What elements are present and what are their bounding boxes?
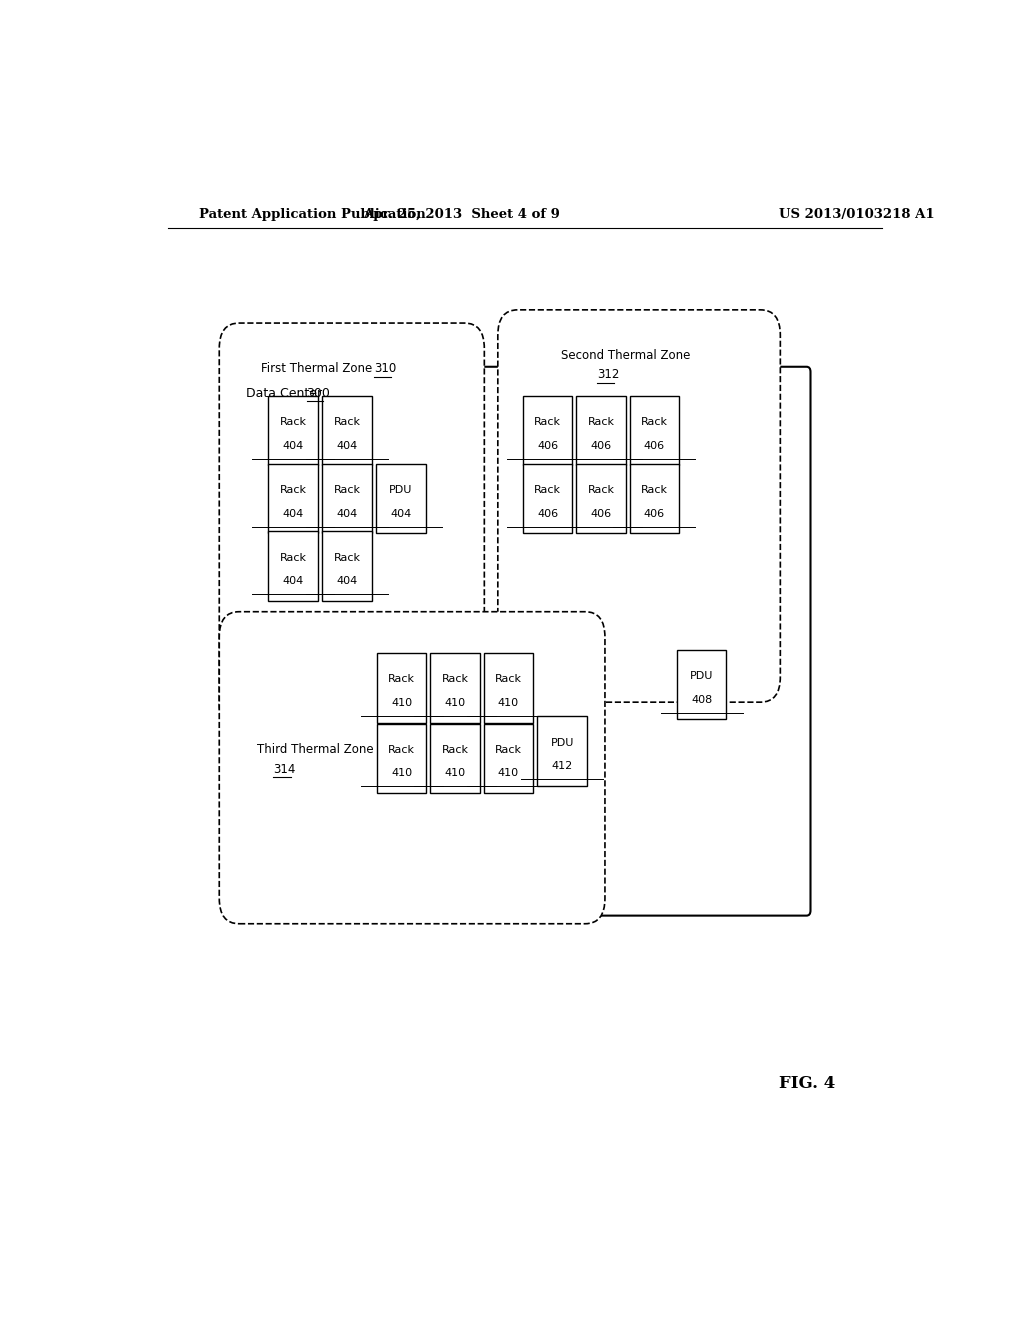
FancyBboxPatch shape	[268, 465, 317, 533]
FancyBboxPatch shape	[483, 723, 532, 792]
Text: 406: 406	[538, 441, 558, 450]
Text: Rack: Rack	[641, 486, 668, 495]
Text: Rack: Rack	[441, 744, 468, 755]
FancyBboxPatch shape	[268, 532, 317, 601]
FancyBboxPatch shape	[577, 465, 626, 533]
FancyBboxPatch shape	[630, 396, 679, 466]
Text: Rack: Rack	[588, 417, 614, 428]
Text: 410: 410	[391, 768, 413, 777]
FancyBboxPatch shape	[377, 465, 426, 533]
FancyBboxPatch shape	[430, 723, 479, 792]
Text: 408: 408	[691, 694, 713, 705]
Text: PDU: PDU	[690, 672, 714, 681]
FancyBboxPatch shape	[483, 653, 532, 722]
Text: 410: 410	[498, 698, 519, 708]
Text: Third Thermal Zone: Third Thermal Zone	[257, 743, 374, 756]
Text: 314: 314	[273, 763, 296, 776]
Text: 404: 404	[390, 508, 412, 519]
FancyBboxPatch shape	[630, 465, 679, 533]
FancyBboxPatch shape	[523, 396, 572, 466]
Text: Apr. 25, 2013  Sheet 4 of 9: Apr. 25, 2013 Sheet 4 of 9	[362, 207, 560, 220]
Text: 404: 404	[337, 441, 357, 450]
Text: PDU: PDU	[551, 738, 573, 747]
FancyBboxPatch shape	[323, 465, 372, 533]
Text: First Thermal Zone: First Thermal Zone	[260, 362, 376, 375]
Text: Rack: Rack	[334, 553, 360, 562]
Text: Rack: Rack	[441, 675, 468, 685]
FancyBboxPatch shape	[323, 532, 372, 601]
FancyBboxPatch shape	[377, 723, 426, 792]
Text: 410: 410	[391, 698, 413, 708]
Text: Rack: Rack	[334, 486, 360, 495]
Text: Rack: Rack	[280, 553, 306, 562]
FancyBboxPatch shape	[523, 465, 572, 533]
Text: 312: 312	[597, 368, 620, 381]
Text: 412: 412	[552, 760, 572, 771]
Text: 406: 406	[644, 508, 665, 519]
Text: 404: 404	[283, 576, 304, 586]
Text: 404: 404	[283, 441, 304, 450]
Text: 410: 410	[498, 768, 519, 777]
Text: Rack: Rack	[495, 675, 521, 685]
Text: 404: 404	[337, 576, 357, 586]
Text: 406: 406	[538, 508, 558, 519]
Text: Rack: Rack	[641, 417, 668, 428]
FancyBboxPatch shape	[268, 396, 317, 466]
Text: 410: 410	[444, 698, 466, 708]
FancyBboxPatch shape	[577, 396, 626, 466]
FancyBboxPatch shape	[677, 651, 726, 719]
FancyBboxPatch shape	[231, 367, 811, 916]
FancyBboxPatch shape	[430, 653, 479, 722]
Text: Patent Application Publication: Patent Application Publication	[200, 207, 426, 220]
Text: 310: 310	[374, 362, 396, 375]
FancyBboxPatch shape	[219, 323, 484, 730]
Text: Data Center: Data Center	[246, 387, 327, 400]
Text: PDU: PDU	[389, 486, 413, 495]
Text: 300: 300	[306, 387, 331, 400]
Text: Rack: Rack	[334, 417, 360, 428]
Text: 404: 404	[283, 508, 304, 519]
FancyBboxPatch shape	[538, 717, 587, 785]
Text: Rack: Rack	[388, 675, 416, 685]
Text: 406: 406	[591, 441, 611, 450]
Text: 404: 404	[337, 508, 357, 519]
Text: Rack: Rack	[280, 417, 306, 428]
Text: 410: 410	[444, 768, 466, 777]
Text: FIG. 4: FIG. 4	[778, 1074, 835, 1092]
Text: Second Thermal Zone: Second Thermal Zone	[560, 348, 690, 362]
Text: 406: 406	[591, 508, 611, 519]
Text: Rack: Rack	[588, 486, 614, 495]
FancyBboxPatch shape	[219, 611, 605, 924]
Text: 406: 406	[644, 441, 665, 450]
FancyBboxPatch shape	[323, 396, 372, 466]
FancyBboxPatch shape	[498, 310, 780, 702]
Text: Rack: Rack	[388, 744, 416, 755]
Text: Rack: Rack	[280, 486, 306, 495]
Text: US 2013/0103218 A1: US 2013/0103218 A1	[778, 207, 934, 220]
Text: Rack: Rack	[535, 486, 561, 495]
Text: Rack: Rack	[535, 417, 561, 428]
FancyBboxPatch shape	[377, 653, 426, 722]
Text: Rack: Rack	[495, 744, 521, 755]
